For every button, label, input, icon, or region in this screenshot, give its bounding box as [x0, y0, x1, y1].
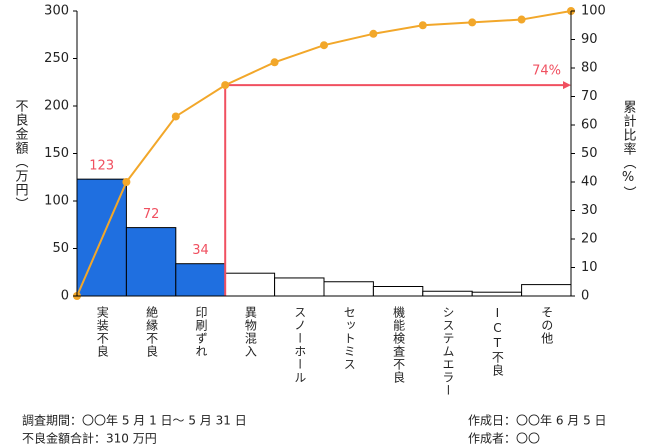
y-tick-label: 100: [44, 194, 69, 209]
bar: [175, 263, 226, 297]
bar: [125, 227, 177, 297]
annotation-label: 74%: [532, 64, 561, 79]
cumulative-point: [171, 112, 180, 121]
y2-tick-label: 90: [581, 32, 598, 47]
bar: [323, 281, 374, 297]
y-axis-title: 不良金額（万円）: [13, 99, 29, 211]
footer-total: 不良金額合計：310 万円: [22, 431, 157, 446]
x-tick-label: 機能検査不良: [392, 305, 406, 384]
x-tick-label: 絶縁不良: [145, 305, 159, 358]
bar: [471, 291, 523, 297]
y2-tick-label: 100: [581, 4, 606, 19]
bar: [521, 284, 572, 297]
cumulative-point: [468, 18, 477, 27]
y2-tick-label: 0: [581, 289, 589, 304]
y-tick-label: 150: [44, 146, 69, 161]
x-tick-label: ICT不良: [490, 306, 504, 377]
annotation-arrow: [563, 81, 571, 90]
footer-created: 作成日：〇〇年 6 月 5 日: [468, 414, 607, 428]
y-tick-label: 250: [44, 51, 69, 66]
cumulative-point: [418, 21, 427, 30]
x-tick-label: スノーホール: [293, 306, 307, 384]
cumulative-point: [122, 178, 131, 186]
y-tick-label: 0: [61, 289, 69, 304]
y-tick-label: 200: [44, 99, 69, 114]
y2-tick-label: 60: [581, 118, 598, 133]
x-tick-label: 実装不良: [95, 305, 109, 358]
x-tick-label: 印刷ずれ: [194, 306, 208, 358]
bar: [372, 286, 424, 297]
bar: [274, 277, 325, 297]
cumulative-point: [369, 29, 378, 38]
value-label: 72: [143, 207, 160, 222]
x-tick-label: システムエラー: [441, 306, 455, 397]
y2-tick-label: 20: [581, 232, 598, 247]
cumulative-point: [517, 15, 526, 24]
value-label: 34: [192, 243, 209, 258]
x-tick-label: セットミス: [342, 306, 356, 371]
footer-period: 調査期間：〇〇年 5 月 1 日〜 5 月 31 日: [22, 414, 247, 428]
cumulative-point: [270, 58, 279, 67]
footer-author: 作成者：〇〇: [468, 432, 540, 446]
cumulative-point: [320, 41, 328, 50]
x-tick-label: その他: [540, 306, 554, 345]
value-label: 123: [89, 159, 114, 174]
y-tick-label: 300: [44, 4, 69, 19]
y-tick-label: 50: [52, 241, 69, 256]
y2-tick-label: 10: [581, 260, 598, 275]
y2-tick-label: 50: [581, 146, 598, 161]
x-tick-label: 異物混入: [243, 306, 257, 358]
bar: [422, 290, 473, 297]
bar: [224, 272, 276, 297]
y2-axis-title: 累計比率（%）: [621, 100, 637, 200]
y2-tick-label: 70: [581, 89, 598, 104]
cumulative-point: [221, 81, 230, 90]
y2-tick-label: 30: [581, 203, 598, 218]
y2-tick-label: 80: [581, 61, 598, 76]
y2-tick-label: 40: [581, 175, 598, 190]
